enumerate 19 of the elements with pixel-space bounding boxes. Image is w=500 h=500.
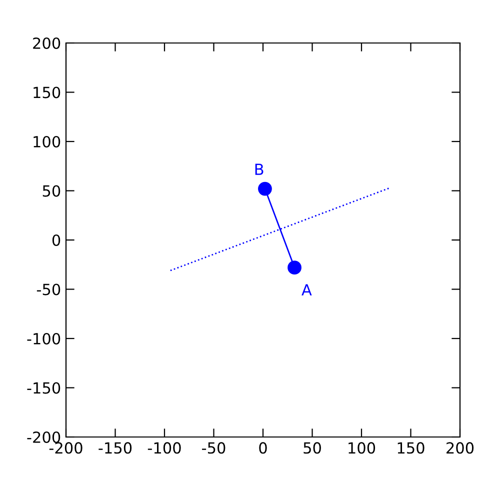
x-tick-label: 150 — [398, 442, 424, 454]
y-tick-label: 150 — [34, 86, 60, 98]
x-tick-label: -100 — [148, 442, 181, 454]
x-tick-label: 0 — [259, 442, 267, 454]
x-tick-label: 100 — [348, 442, 376, 454]
annotation: B — [255, 164, 264, 175]
y-tick-label: -50 — [36, 284, 60, 296]
y-tick-label: -100 — [27, 332, 60, 345]
y-tick-label: -150 — [27, 382, 60, 394]
y-tick-label: 100 — [34, 136, 60, 148]
x-tick-label: -150 — [98, 442, 132, 454]
x-tick-label: -50 — [202, 442, 226, 454]
y-tick-label: 50 — [42, 185, 60, 197]
x-tick-label: 50 — [304, 442, 321, 454]
y-tick-label: 200 — [33, 37, 60, 50]
annotation: A — [302, 284, 312, 296]
y-tick-label: -200 — [27, 431, 60, 444]
x-tick-label: 200 — [446, 442, 474, 454]
y-tick-label: 0 — [52, 234, 60, 246]
